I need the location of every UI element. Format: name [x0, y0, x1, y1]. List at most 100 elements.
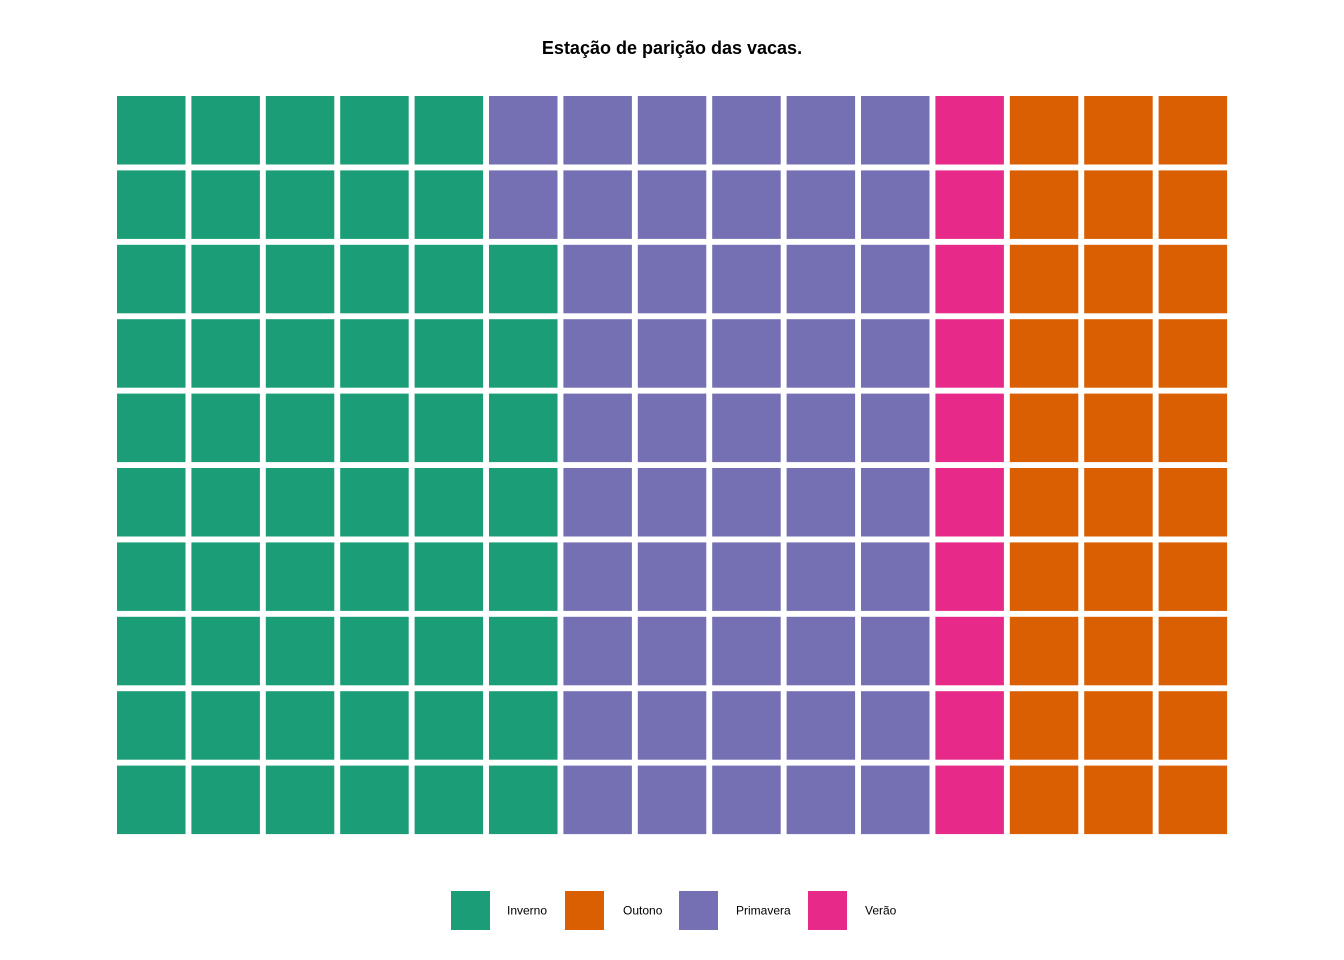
waffle-tile-primavera	[563, 468, 632, 537]
waffle-tile-outono	[1158, 244, 1228, 314]
waffle-tile-inverno	[265, 468, 335, 537]
waffle-tile-primavera	[786, 393, 856, 463]
waffle-tile-inverno	[340, 170, 409, 239]
waffle-tile-outono	[1009, 765, 1079, 835]
waffle-tile-inverno	[191, 616, 260, 686]
waffle-tile-primavera	[637, 96, 707, 165]
waffle-tile-outono	[1084, 244, 1153, 314]
waffle-tile-verão	[935, 468, 1004, 537]
waffle-tile-primavera	[712, 244, 781, 314]
waffle-tile-primavera	[637, 542, 707, 611]
waffle-tile-inverno	[340, 765, 409, 835]
waffle-tile-outono	[1158, 170, 1228, 239]
waffle-tile-inverno	[340, 691, 409, 760]
waffle-tile-primavera	[861, 691, 930, 760]
waffle-tile-primavera	[637, 616, 707, 686]
waffle-tile-inverno	[191, 319, 260, 388]
waffle-tile-outono	[1084, 319, 1153, 388]
waffle-tile-primavera	[489, 96, 558, 165]
waffle-tile-inverno	[265, 319, 335, 388]
waffle-tile-primavera	[786, 170, 856, 239]
waffle-tile-primavera	[637, 765, 707, 835]
waffle-tile-primavera	[712, 542, 781, 611]
waffle-tile-inverno	[489, 765, 558, 835]
waffle-tile-primavera	[861, 319, 930, 388]
chart-title: Estação de parição das vacas.	[542, 38, 802, 58]
waffle-tile-inverno	[414, 765, 484, 835]
waffle-tile-verão	[935, 244, 1004, 314]
waffle-tile-outono	[1158, 393, 1228, 463]
waffle-tile-outono	[1084, 691, 1153, 760]
waffle-tile-primavera	[637, 244, 707, 314]
waffle-tile-primavera	[563, 319, 632, 388]
waffle-tile-outono	[1009, 468, 1079, 537]
waffle-tile-primavera	[786, 468, 856, 537]
waffle-tile-inverno	[340, 319, 409, 388]
waffle-tile-outono	[1084, 393, 1153, 463]
waffle-tile-primavera	[563, 616, 632, 686]
waffle-tile-inverno	[117, 96, 186, 165]
waffle-tile-outono	[1009, 96, 1079, 165]
waffle-tile-inverno	[489, 691, 558, 760]
waffle-tile-inverno	[489, 319, 558, 388]
waffle-tile-primavera	[786, 244, 856, 314]
waffle-tile-outono	[1009, 393, 1079, 463]
legend-label-inverno: Inverno	[507, 904, 547, 918]
waffle-tile-inverno	[191, 765, 260, 835]
waffle-tile-primavera	[563, 393, 632, 463]
waffle-tile-primavera	[861, 393, 930, 463]
waffle-tile-inverno	[265, 616, 335, 686]
waffle-tile-inverno	[265, 170, 335, 239]
waffle-tile-inverno	[265, 96, 335, 165]
legend-key-verão	[808, 891, 847, 930]
waffle-tile-outono	[1084, 96, 1153, 165]
waffle-tile-inverno	[265, 244, 335, 314]
waffle-tile-primavera	[786, 96, 856, 165]
waffle-tile-primavera	[637, 319, 707, 388]
waffle-tile-verão	[935, 96, 1004, 165]
waffle-tile-inverno	[340, 244, 409, 314]
waffle-tile-inverno	[340, 393, 409, 463]
waffle-tile-primavera	[637, 691, 707, 760]
waffle-tile-inverno	[117, 170, 186, 239]
waffle-tile-outono	[1009, 244, 1079, 314]
waffle-tile-primavera	[712, 319, 781, 388]
waffle-tile-primavera	[712, 170, 781, 239]
waffle-tile-primavera	[563, 170, 632, 239]
waffle-tile-outono	[1158, 319, 1228, 388]
waffle-tile-primavera	[712, 691, 781, 760]
waffle-tile-inverno	[265, 765, 335, 835]
waffle-tile-inverno	[117, 393, 186, 463]
waffle-tile-inverno	[265, 542, 335, 611]
waffle-tile-outono	[1084, 170, 1153, 239]
waffle-tile-primavera	[786, 691, 856, 760]
legend-key-primavera	[679, 891, 718, 930]
waffle-tile-inverno	[117, 616, 186, 686]
waffle-tile-inverno	[191, 244, 260, 314]
waffle-tile-inverno	[414, 691, 484, 760]
waffle-tile-inverno	[489, 393, 558, 463]
waffle-tile-inverno	[414, 319, 484, 388]
waffle-tile-outono	[1158, 616, 1228, 686]
waffle-tile-inverno	[489, 244, 558, 314]
waffle-tile-primavera	[563, 765, 632, 835]
waffle-tile-inverno	[117, 468, 186, 537]
waffle-tile-primavera	[712, 616, 781, 686]
waffle-tile-outono	[1158, 691, 1228, 760]
waffle-tile-inverno	[117, 542, 186, 611]
waffle-tile-inverno	[117, 691, 186, 760]
legend-label-primavera: Primavera	[736, 904, 791, 918]
waffle-tile-verão	[935, 319, 1004, 388]
waffle-tile-inverno	[340, 542, 409, 611]
waffle-tile-primavera	[861, 765, 930, 835]
waffle-tile-outono	[1009, 319, 1079, 388]
waffle-tile-inverno	[414, 616, 484, 686]
waffle-tile-inverno	[414, 96, 484, 165]
waffle-tile-outono	[1009, 616, 1079, 686]
waffle-tile-outono	[1158, 542, 1228, 611]
legend-label-verão: Verão	[865, 904, 897, 918]
waffle-tile-inverno	[117, 319, 186, 388]
waffle-tile-inverno	[414, 244, 484, 314]
legend-key-outono	[565, 891, 604, 930]
